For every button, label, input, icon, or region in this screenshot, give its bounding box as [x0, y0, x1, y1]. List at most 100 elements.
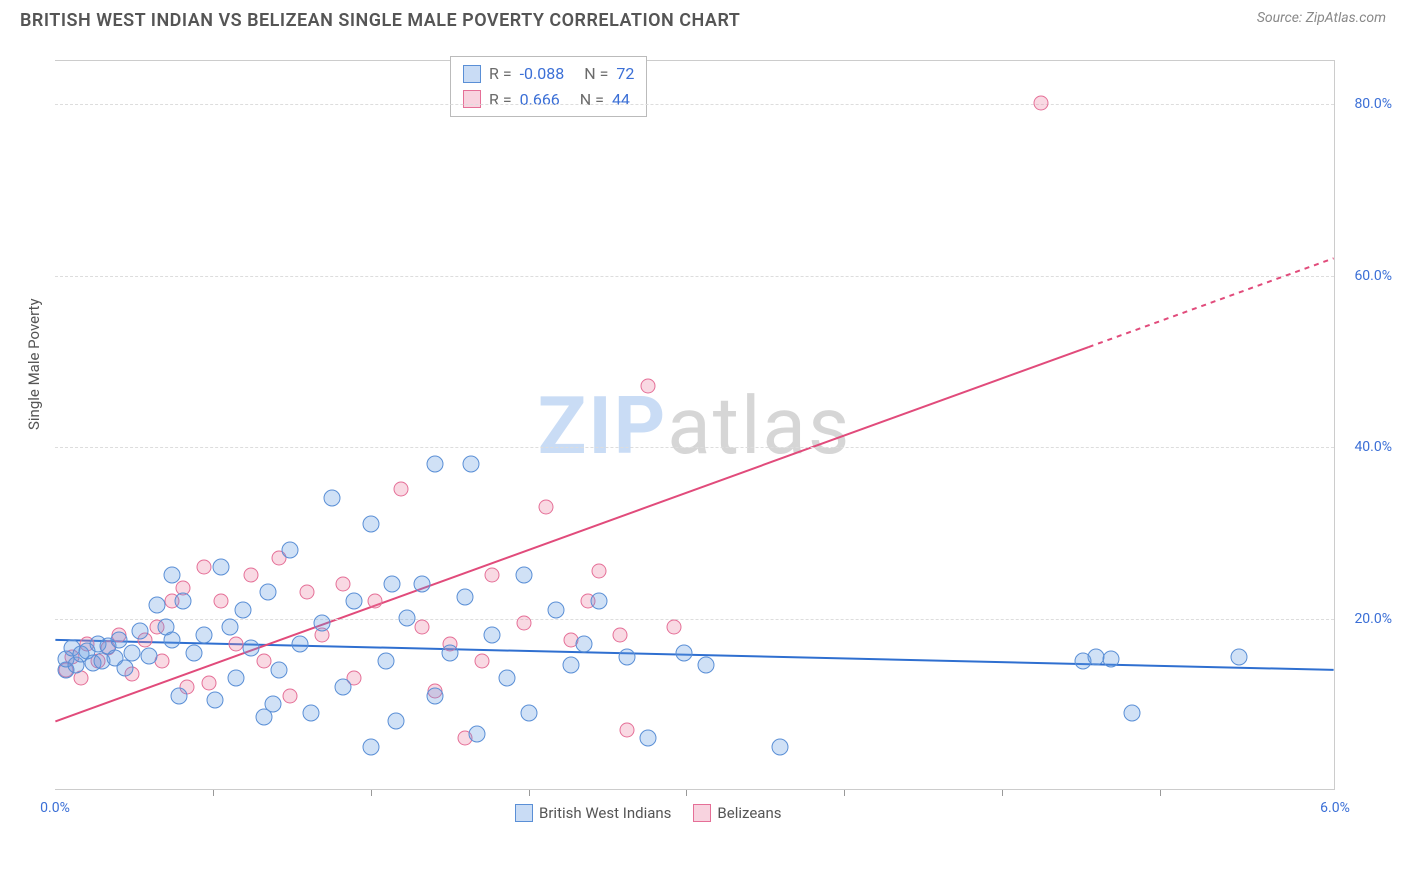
data-point-bwi	[377, 653, 394, 670]
data-point-bwi	[520, 704, 537, 721]
gridline-h	[55, 104, 1334, 105]
data-point-bwi	[413, 575, 430, 592]
data-point-bwi	[207, 691, 224, 708]
legend-item: Belizeans	[693, 804, 781, 822]
data-point-belizean	[299, 585, 314, 600]
data-point-bwi	[260, 584, 277, 601]
data-point-belizean	[485, 568, 500, 583]
chart-legend: British West Indians Belizeans	[515, 804, 781, 822]
data-point-bwi	[196, 627, 213, 644]
data-point-bwi	[335, 678, 352, 695]
data-point-belizean	[517, 615, 532, 630]
watermark: ZIPatlas	[538, 379, 851, 473]
data-point-bwi	[469, 726, 486, 743]
data-point-bwi	[618, 648, 635, 665]
data-point-bwi	[140, 648, 157, 665]
n-value: 44	[612, 87, 630, 113]
data-point-bwi	[362, 739, 379, 756]
data-point-bwi	[563, 657, 580, 674]
data-point-bwi	[170, 687, 187, 704]
data-point-belizean	[474, 654, 489, 669]
gridline-h	[55, 619, 1334, 620]
data-point-bwi	[388, 713, 405, 730]
data-point-bwi	[324, 490, 341, 507]
data-point-bwi	[313, 614, 330, 631]
data-point-bwi	[271, 661, 288, 678]
data-point-bwi	[441, 644, 458, 661]
data-point-bwi	[399, 610, 416, 627]
r-label: R =	[489, 61, 512, 87]
data-point-bwi	[164, 631, 181, 648]
x-axis	[55, 789, 1334, 790]
n-label: N =	[580, 87, 604, 113]
x-minor-tick	[844, 790, 845, 796]
legend-label: British West Indians	[539, 804, 671, 822]
stats-row: R = -0.088 N = 72	[463, 61, 634, 87]
data-point-bwi	[676, 644, 693, 661]
data-point-bwi	[426, 687, 443, 704]
x-minor-tick	[1002, 790, 1003, 796]
gridline-h	[55, 276, 1334, 277]
y-axis-title: Single Male Poverty	[25, 298, 43, 430]
data-point-bwi	[117, 660, 134, 677]
x-minor-tick	[529, 790, 530, 796]
data-point-bwi	[123, 644, 140, 661]
stats-row: R = 0.666 N = 44	[463, 87, 634, 113]
data-point-bwi	[499, 670, 516, 687]
data-point-belizean	[229, 637, 244, 652]
y-tick-label: 20.0%	[1354, 611, 1392, 627]
r-value: -0.088	[520, 61, 565, 87]
n-label: N =	[584, 61, 608, 87]
x-minor-tick	[371, 790, 372, 796]
data-point-belizean	[538, 499, 553, 514]
data-point-belizean	[336, 576, 351, 591]
y-tick-label: 40.0%	[1354, 439, 1392, 455]
data-point-bwi	[384, 575, 401, 592]
data-point-bwi	[234, 601, 251, 618]
n-value: 72	[616, 61, 634, 87]
data-point-bwi	[243, 640, 260, 657]
data-point-bwi	[228, 670, 245, 687]
data-point-belizean	[282, 688, 297, 703]
data-point-belizean	[641, 379, 656, 394]
data-point-belizean	[244, 568, 259, 583]
data-point-bwi	[213, 558, 230, 575]
data-point-bwi	[164, 567, 181, 584]
legend-item: British West Indians	[515, 804, 671, 822]
data-point-belizean	[257, 654, 272, 669]
gridline-h	[55, 447, 1334, 448]
data-point-bwi	[303, 704, 320, 721]
data-point-bwi	[345, 593, 362, 610]
data-point-belizean	[197, 559, 212, 574]
data-point-belizean	[414, 619, 429, 634]
legend-label: Belizeans	[717, 804, 781, 822]
data-point-bwi	[292, 636, 309, 653]
data-point-bwi	[221, 618, 238, 635]
data-point-bwi	[264, 696, 281, 713]
data-point-bwi	[576, 636, 593, 653]
data-point-belizean	[393, 482, 408, 497]
data-point-bwi	[149, 597, 166, 614]
data-point-belizean	[613, 628, 628, 643]
data-point-bwi	[548, 601, 565, 618]
swatch-icon	[463, 90, 481, 108]
data-point-bwi	[132, 623, 149, 640]
source-attribution: Source: ZipAtlas.com	[1257, 10, 1386, 26]
swatch-icon	[463, 65, 481, 83]
x-minor-tick	[686, 790, 687, 796]
data-point-bwi	[281, 541, 298, 558]
data-point-bwi	[463, 455, 480, 472]
r-value: 0.666	[520, 87, 560, 113]
data-point-bwi	[175, 593, 192, 610]
data-point-bwi	[362, 515, 379, 532]
data-point-bwi	[426, 455, 443, 472]
data-point-bwi	[456, 588, 473, 605]
scatter-chart: ZIPatlas R = -0.088 N = 72 R = 0.666 N =…	[55, 60, 1335, 790]
data-point-bwi	[1103, 651, 1120, 668]
data-point-bwi	[772, 739, 789, 756]
data-point-bwi	[640, 730, 657, 747]
regression-lines	[55, 61, 1334, 790]
watermark-atlas: atlas	[667, 379, 851, 473]
data-point-bwi	[185, 644, 202, 661]
x-minor-tick	[1160, 790, 1161, 796]
